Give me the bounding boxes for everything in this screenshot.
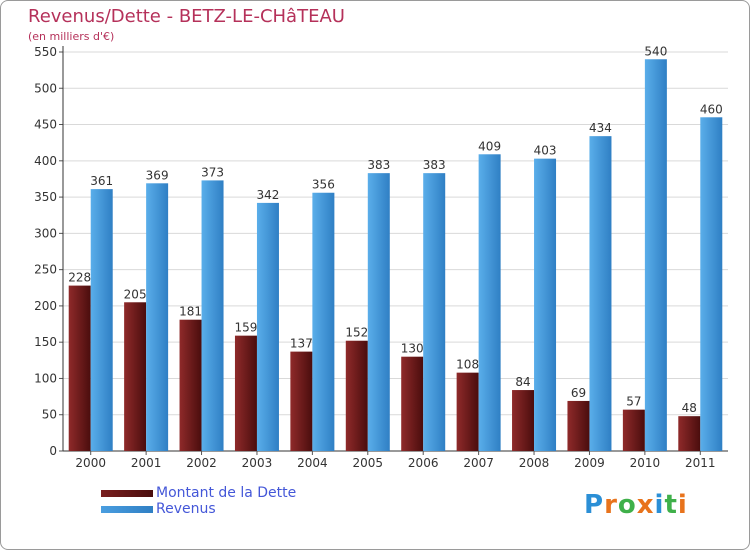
y-tick-label: 400 <box>34 154 57 168</box>
bar-revenue <box>589 136 612 452</box>
bar-debt <box>68 285 91 451</box>
logo-letter: o <box>617 490 637 520</box>
bar-revenue <box>367 173 390 451</box>
bar-revenue <box>423 173 446 451</box>
x-tick-label: 2004 <box>297 456 328 470</box>
data-label-revenue: 383 <box>367 158 390 172</box>
y-tick-label: 200 <box>34 299 57 313</box>
bar-debt <box>124 302 147 451</box>
logo-letter: P <box>584 490 605 520</box>
y-tick-label: 450 <box>34 118 57 132</box>
chart-subtitle: (en milliers d'€) <box>28 30 115 43</box>
data-label-debt: 159 <box>235 321 258 335</box>
bar-debt <box>345 340 368 451</box>
data-label-debt: 152 <box>345 326 368 340</box>
bar-debt <box>401 356 424 451</box>
bar-debt <box>234 335 257 451</box>
bar-revenue <box>478 154 501 451</box>
y-tick-label: 100 <box>34 371 57 385</box>
bar-revenue <box>90 189 113 452</box>
data-label-revenue: 383 <box>423 158 446 172</box>
data-label-debt: 228 <box>68 271 91 285</box>
y-tick-label: 300 <box>34 226 57 240</box>
bar-revenue <box>700 117 723 452</box>
y-tick-label: 150 <box>34 335 57 349</box>
logo-letter: i <box>677 490 688 520</box>
x-tick-label: 2002 <box>186 456 217 470</box>
x-tick-label: 2010 <box>630 456 661 470</box>
x-tick-label: 2001 <box>131 456 162 470</box>
data-label-debt: 181 <box>179 305 202 319</box>
x-tick-label: 2009 <box>574 456 605 470</box>
data-label-debt: 57 <box>626 395 641 409</box>
bar-debt <box>678 416 701 451</box>
x-tick-label: 2003 <box>242 456 273 470</box>
legend-swatch-debt <box>101 490 153 497</box>
legend-label-debt: Montant de la Dette <box>156 485 297 501</box>
data-label-revenue: 373 <box>201 165 224 179</box>
data-label-revenue: 460 <box>700 102 723 116</box>
x-tick-label: 2006 <box>408 456 439 470</box>
bar-debt <box>622 409 645 451</box>
x-tick-label: 2000 <box>75 456 106 470</box>
x-tick-label: 2005 <box>353 456 384 470</box>
logo-letter: r <box>604 490 618 520</box>
data-label-revenue: 434 <box>589 121 612 135</box>
bar-debt <box>179 319 202 451</box>
data-label-revenue: 369 <box>146 168 169 182</box>
data-label-debt: 69 <box>571 386 586 400</box>
bar-debt <box>567 400 590 451</box>
bar-revenue <box>146 183 169 452</box>
bar-revenue <box>201 180 224 451</box>
data-label-revenue: 403 <box>534 144 557 158</box>
data-label-revenue: 361 <box>90 174 113 188</box>
data-label-revenue: 356 <box>312 178 335 192</box>
data-label-debt: 84 <box>515 375 530 389</box>
data-label-debt: 108 <box>456 358 479 372</box>
y-tick-label: 550 <box>34 45 57 59</box>
chart-title: Revenus/Dette - BETZ-LE-CHâTEAU <box>28 6 345 27</box>
bar-revenue <box>534 158 557 451</box>
bar-debt <box>456 372 479 451</box>
y-tick-label: 50 <box>42 408 57 422</box>
logo-letter: x <box>636 490 655 520</box>
bar-revenue <box>312 192 335 452</box>
y-tick-label: 250 <box>34 263 57 277</box>
y-tick-label: 0 <box>49 444 57 458</box>
logo-letter: i <box>654 490 665 520</box>
data-label-revenue: 409 <box>478 139 501 153</box>
proxiti-logo: Proxiti <box>584 490 688 520</box>
bar-revenue <box>256 202 279 451</box>
bar-debt <box>290 351 313 451</box>
bar-debt <box>512 390 535 451</box>
data-label-debt: 205 <box>124 287 147 301</box>
bar-revenue <box>644 59 667 451</box>
x-tick-label: 2007 <box>463 456 494 470</box>
data-label-debt: 130 <box>401 342 424 356</box>
y-tick-label: 500 <box>34 81 57 95</box>
logo-letter: t <box>664 490 678 520</box>
data-label-debt: 137 <box>290 337 313 351</box>
data-label-debt: 48 <box>682 401 697 415</box>
data-label-revenue: 540 <box>644 44 667 58</box>
legend-label-revenue: Revenus <box>156 501 216 517</box>
legend-swatch-revenue <box>101 506 153 513</box>
x-tick-label: 2011 <box>685 456 716 470</box>
data-label-revenue: 342 <box>257 188 280 202</box>
y-tick-label: 350 <box>34 190 57 204</box>
x-tick-label: 2008 <box>519 456 550 470</box>
